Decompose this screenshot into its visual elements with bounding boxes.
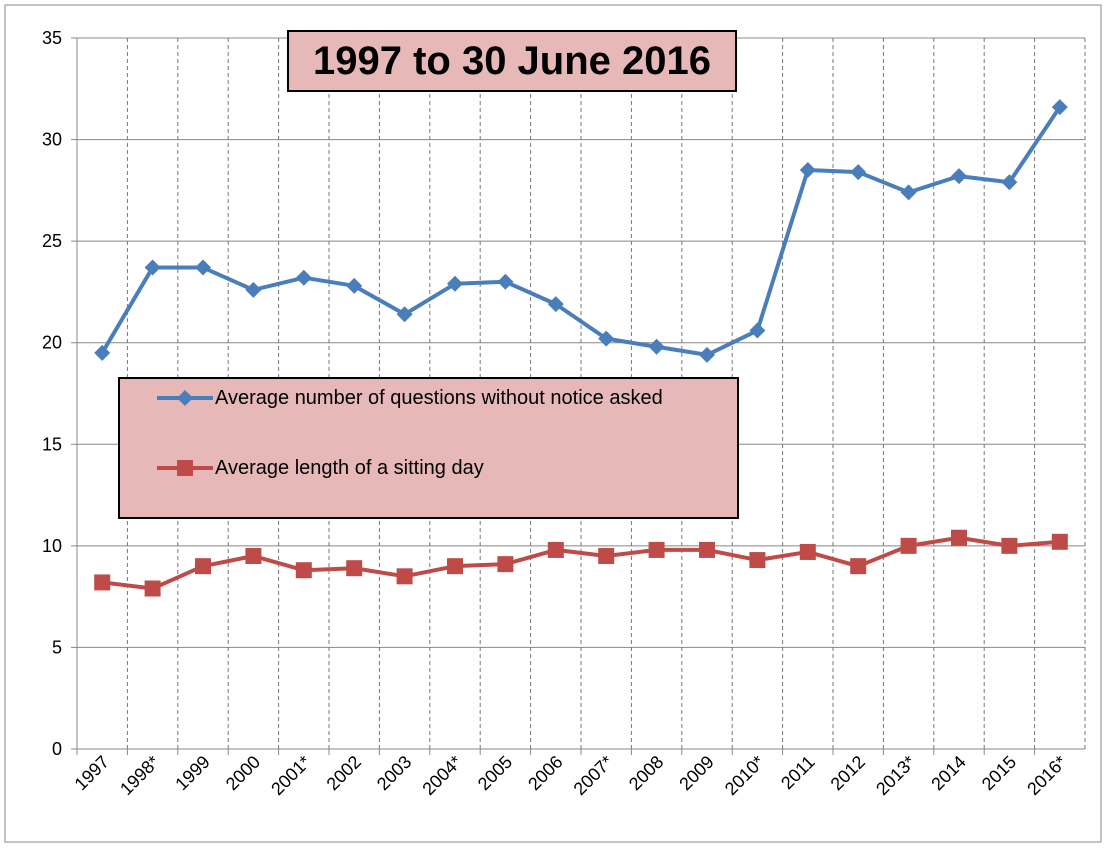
- x-tick-label: 2009: [675, 752, 717, 794]
- marker: [447, 558, 463, 575]
- marker: [144, 259, 161, 276]
- marker: [497, 273, 514, 290]
- x-tick-label: 2008: [625, 752, 667, 794]
- x-tick-label: 1997: [71, 752, 113, 794]
- x-tick-label: 2001*: [267, 752, 314, 799]
- x-tick-label: 2004*: [418, 752, 465, 799]
- marker: [177, 390, 193, 406]
- marker: [951, 529, 967, 546]
- marker: [699, 541, 715, 558]
- x-tick-label: 2002: [323, 752, 365, 794]
- marker: [195, 558, 211, 575]
- series-line: [100, 105, 1062, 357]
- marker: [749, 322, 766, 339]
- marker: [598, 330, 615, 347]
- legend: Average number of questions without noti…: [118, 377, 739, 519]
- marker: [245, 548, 262, 565]
- x-tick-label: 1998*: [116, 752, 163, 799]
- marker: [177, 460, 193, 476]
- x-tick-label: 1999: [171, 752, 213, 794]
- marker: [295, 269, 312, 286]
- marker: [648, 541, 665, 558]
- marker: [94, 574, 111, 591]
- marker: [1051, 533, 1068, 550]
- x-tick-label: 2007*: [570, 752, 617, 799]
- legend-entry: Average number of questions without noti…: [157, 383, 715, 413]
- marker: [144, 580, 161, 597]
- marker: [346, 277, 363, 294]
- marker: [547, 541, 564, 558]
- marker: [799, 162, 816, 179]
- y-tick-label: 10: [42, 536, 62, 556]
- marker: [396, 568, 413, 585]
- marker: [346, 560, 363, 577]
- marker: [749, 552, 766, 569]
- y-tick-label: 20: [42, 333, 62, 353]
- x-tick-label: 2016*: [1023, 752, 1070, 799]
- marker: [951, 168, 967, 185]
- x-tick-label: 2006: [524, 752, 566, 794]
- y-tick-label: 5: [52, 637, 62, 657]
- legend-entry: Average length of a sitting day: [157, 453, 715, 483]
- legend-swatch: [157, 460, 213, 476]
- marker: [245, 281, 262, 298]
- x-tick-label: 2012: [827, 752, 869, 794]
- legend-swatch: [157, 390, 213, 406]
- series-line: [101, 535, 1060, 591]
- x-tick-label: 2003: [373, 752, 415, 794]
- y-tick-label: 0: [52, 739, 62, 759]
- marker: [799, 543, 816, 560]
- marker: [900, 184, 917, 201]
- y-tick-label: 35: [42, 28, 62, 48]
- y-tick-label: 15: [42, 434, 62, 454]
- x-tick-label: 2011: [777, 752, 819, 794]
- marker: [547, 296, 564, 313]
- marker: [648, 338, 665, 355]
- legend-label: Average number of questions without noti…: [215, 387, 663, 409]
- x-tick-label: 2014: [927, 752, 969, 794]
- marker: [295, 562, 312, 579]
- x-tick-label: 2005: [474, 752, 516, 794]
- marker: [447, 275, 463, 292]
- y-tick-label: 30: [42, 130, 62, 150]
- x-tick-label: 2013*: [872, 752, 919, 799]
- marker: [94, 344, 111, 361]
- marker: [396, 306, 413, 323]
- x-tick-label: 2010*: [721, 752, 768, 799]
- marker: [850, 164, 867, 181]
- y-tick-label: 25: [42, 231, 62, 251]
- chart-border: [4, 4, 1102, 843]
- chart-title: 1997 to 30 June 2016: [287, 30, 737, 92]
- marker: [497, 556, 514, 573]
- marker: [1051, 99, 1068, 116]
- marker: [900, 537, 917, 554]
- marker: [699, 346, 715, 363]
- marker: [1001, 174, 1018, 191]
- marker: [850, 558, 867, 575]
- x-tick-label: 2015: [978, 752, 1020, 794]
- legend-label: Average length of a sitting day: [215, 457, 484, 479]
- marker: [195, 259, 211, 276]
- x-tick-label: 2000: [222, 752, 264, 794]
- marker: [1001, 537, 1018, 554]
- marker: [598, 548, 615, 565]
